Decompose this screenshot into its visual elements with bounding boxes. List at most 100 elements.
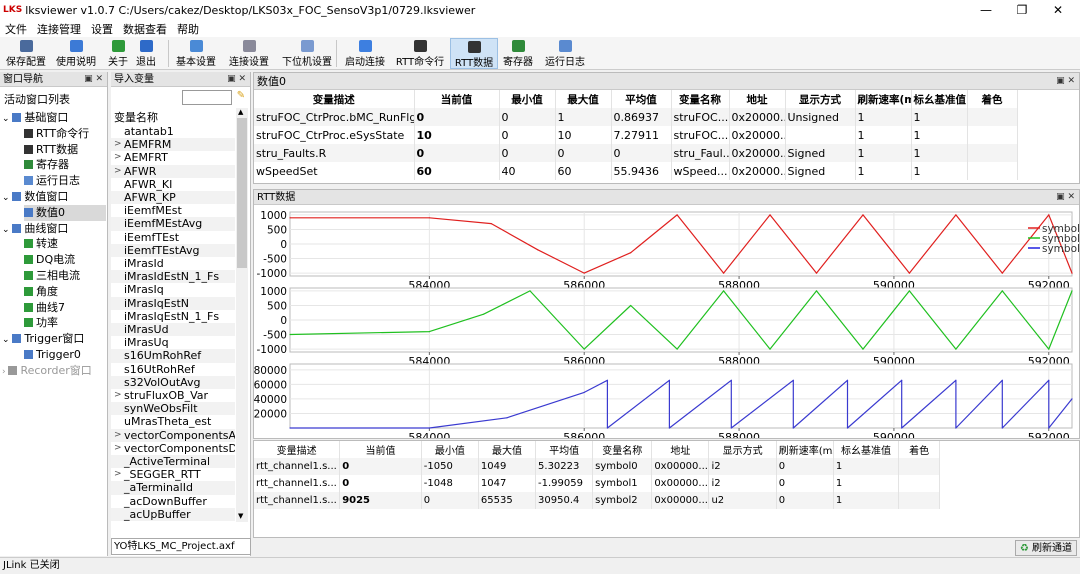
toolbar-register-button[interactable]: 寄存器 bbox=[500, 38, 536, 69]
search-icon[interactable]: ✎ bbox=[236, 90, 246, 101]
nav-item[interactable]: 角度 bbox=[24, 284, 58, 300]
variable-item[interactable]: iEemfMEstAvg bbox=[111, 217, 235, 231]
menu-connection[interactable]: 连接管理 bbox=[37, 22, 81, 36]
nav-item[interactable]: ⌄ Trigger窗口 bbox=[2, 331, 84, 347]
column-header[interactable]: 变量描述 bbox=[254, 90, 415, 108]
scroll-down-icon[interactable]: ▼ bbox=[238, 512, 244, 520]
column-header[interactable]: 最大值 bbox=[555, 90, 612, 108]
toolbar-run-log-button[interactable]: 运行日志 bbox=[538, 38, 592, 69]
table-row[interactable]: struFOC_CtrProc.eSysState 10 0 10 7.27911 str… bbox=[254, 126, 1018, 144]
nav-item[interactable]: RTT命令行 bbox=[24, 126, 89, 142]
nav-item[interactable]: ⌄ 数值窗口 bbox=[2, 189, 68, 205]
nav-item[interactable]: ⌄ 基础窗口 bbox=[2, 110, 68, 126]
expand-arrow-icon[interactable]: > bbox=[114, 429, 122, 440]
nav-item[interactable]: Trigger0 bbox=[24, 347, 81, 363]
panel-dock-close-icon[interactable]: ▣ ✕ bbox=[1056, 192, 1075, 202]
variable-item[interactable]: s16UtRohRef bbox=[111, 363, 235, 376]
variable-item[interactable]: iMrasIqEstN bbox=[111, 296, 235, 310]
toolbar-device-settings-button[interactable]: 下位机设置 bbox=[276, 38, 338, 69]
column-header[interactable]: 变量描述 bbox=[254, 441, 341, 458]
nav-item[interactable]: 寄存器 bbox=[24, 157, 69, 173]
variable-item[interactable]: s16UmRohRef bbox=[111, 349, 235, 363]
variable-item[interactable]: synWeObsFilt bbox=[111, 402, 235, 416]
nav-item[interactable]: › Recorder窗口 bbox=[2, 363, 92, 379]
table-row[interactable]: wSpeedSet 60 40 60 55.9436 wSpeed... 0x20000..… bbox=[254, 162, 1018, 180]
expand-arrow-icon[interactable]: > bbox=[114, 442, 122, 453]
variable-item[interactable]: > vectorComponentsAfo bbox=[111, 428, 235, 442]
table-row[interactable]: stru_Faults.R 0 0 0 0 stru_Faul... 0x20000... S… bbox=[254, 144, 1018, 162]
nav-item[interactable]: DQ电流 bbox=[24, 252, 75, 268]
column-header[interactable]: 当前值 bbox=[414, 90, 500, 108]
variable-item[interactable]: > AEMFRM bbox=[111, 138, 235, 152]
variable-item[interactable]: iMrasUd bbox=[111, 323, 235, 337]
column-header[interactable]: 地址 bbox=[729, 90, 786, 108]
column-header[interactable]: 显示方式 bbox=[785, 90, 856, 108]
toolbar-connection-settings-button[interactable]: 连接设置 bbox=[226, 38, 272, 69]
chevron-down-icon[interactable]: ⌄ bbox=[2, 114, 13, 124]
expand-arrow-icon[interactable]: > bbox=[114, 390, 122, 400]
nav-item[interactable]: 数值0 bbox=[24, 204, 106, 221]
variable-item[interactable]: atantab1 bbox=[111, 125, 235, 138]
table-cell[interactable]: 0 bbox=[414, 108, 500, 126]
column-header[interactable]: 着色 bbox=[898, 441, 940, 458]
column-header[interactable]: 刷新速率(ms bbox=[855, 90, 912, 108]
menu-file[interactable]: 文件 bbox=[5, 22, 27, 36]
toolbar-save-button[interactable]: 保存配置 bbox=[4, 38, 48, 69]
rtt-charts[interactable]: 584000 586000 588000 590000 592000 1000 500 0 -5… bbox=[254, 206, 1079, 438]
variable-item[interactable]: AFWR_KI bbox=[111, 178, 235, 191]
table-cell[interactable]: 0 bbox=[414, 144, 500, 162]
column-header[interactable]: 平均值 bbox=[611, 90, 672, 108]
nav-item[interactable]: 三相电流 bbox=[24, 268, 80, 284]
expand-arrow-icon[interactable]: > bbox=[114, 139, 122, 150]
table-cell[interactable]: 60 bbox=[414, 162, 500, 180]
variable-item[interactable]: AFWR_KP bbox=[111, 191, 235, 205]
variable-item[interactable]: iEemfMEst bbox=[111, 204, 235, 217]
column-header[interactable]: 标幺基准值 bbox=[833, 441, 900, 458]
chevron-down-icon[interactable]: ⌄ bbox=[2, 224, 13, 235]
column-header[interactable]: 当前值 bbox=[339, 441, 422, 458]
plot-area-2[interactable] bbox=[289, 363, 1073, 429]
column-header[interactable]: 地址 bbox=[651, 441, 710, 458]
variable-item[interactable]: iMrasUq bbox=[111, 336, 235, 349]
variable-search-input[interactable] bbox=[182, 90, 232, 105]
column-header[interactable]: 平均值 bbox=[535, 441, 594, 458]
variable-item[interactable]: iMrasIqEstN_1_Fs bbox=[111, 310, 235, 323]
table-row[interactable]: struFOC_CtrProc.bMC_RunFlg 0 0 1 0.86937 stru… bbox=[254, 108, 1018, 126]
nav-item[interactable]: RTT数据 bbox=[24, 142, 78, 158]
column-header[interactable]: 着色 bbox=[967, 90, 1018, 108]
panel-dock-close-icon[interactable]: ▣ ✕ bbox=[1056, 76, 1075, 86]
table-cell[interactable]: 10 bbox=[414, 126, 500, 144]
column-header[interactable]: 标幺基准值 bbox=[911, 90, 968, 108]
expand-arrow-icon[interactable]: > bbox=[114, 469, 122, 480]
variable-item[interactable]: iEemfTEstAvg bbox=[111, 243, 235, 257]
variable-item[interactable]: iEemfTEst bbox=[111, 231, 235, 244]
toolbar-basic-settings-button[interactable]: 基本设置 bbox=[172, 38, 220, 69]
variable-item[interactable]: > _SEGGER_RTT bbox=[111, 468, 235, 481]
refresh-channel-button[interactable]: ♻ 刷新通道 bbox=[1014, 540, 1077, 556]
toolbar-exit-button[interactable]: 退出 bbox=[134, 38, 158, 69]
variable-item[interactable]: _acDownBuffer bbox=[111, 495, 235, 508]
nav-item[interactable]: 曲线7 bbox=[24, 300, 65, 316]
close-button[interactable]: ✕ bbox=[1052, 3, 1064, 17]
variable-item[interactable]: _aTerminalId bbox=[111, 481, 235, 495]
toolbar-help-globe-button[interactable]: 使用说明 bbox=[50, 38, 102, 69]
table-row[interactable]: rtt_channel1.s... 9025 0 65535 30950.4 symbol… bbox=[254, 492, 940, 509]
scroll-up-icon[interactable]: ▲ bbox=[238, 108, 244, 116]
menu-help[interactable]: 帮助 bbox=[177, 22, 199, 36]
variable-item[interactable]: uMrasTheta_est bbox=[111, 415, 235, 428]
variable-item[interactable]: > struFluxOB_Var bbox=[111, 389, 235, 402]
variable-item[interactable]: >vectorComponentsDTh bbox=[111, 442, 235, 455]
panel-dock-close-icon[interactable]: ▣ ✕ bbox=[227, 74, 246, 84]
nav-item[interactable]: 运行日志 bbox=[24, 173, 80, 189]
toolbar-start-connection-button[interactable]: 启动连接 bbox=[340, 38, 390, 69]
nav-item[interactable]: 转速 bbox=[24, 236, 58, 252]
minimize-button[interactable]: — bbox=[980, 3, 992, 17]
variable-item[interactable]: > AFWR bbox=[111, 164, 235, 178]
nav-item[interactable]: ⌄ 曲线窗口 bbox=[2, 221, 68, 237]
scrollbar-thumb[interactable] bbox=[237, 118, 247, 268]
variable-list-scrollbar[interactable]: ▲ ▼ bbox=[236, 108, 248, 522]
series-line-1-0[interactable] bbox=[289, 290, 1073, 350]
column-header[interactable]: 最大值 bbox=[478, 441, 537, 458]
variable-item[interactable]: > AEMFRT bbox=[111, 151, 235, 164]
variable-item[interactable]: iMrasId bbox=[111, 257, 235, 270]
